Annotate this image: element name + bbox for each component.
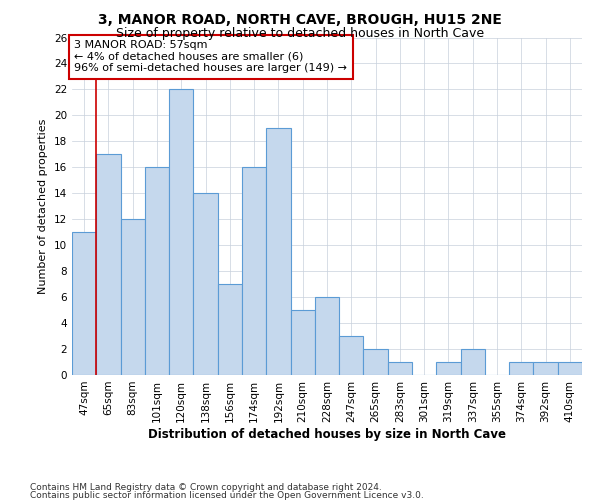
Bar [169,90,193,375]
Bar [193,194,218,375]
Bar [96,154,121,375]
Bar [436,362,461,375]
X-axis label: Distribution of detached houses by size in North Cave: Distribution of detached houses by size … [148,428,506,440]
Bar [145,168,169,375]
Bar [121,219,145,375]
Bar [218,284,242,375]
Bar [364,349,388,375]
Text: Size of property relative to detached houses in North Cave: Size of property relative to detached ho… [116,28,484,40]
Bar [558,362,582,375]
Bar [290,310,315,375]
Bar [242,168,266,375]
Text: 3 MANOR ROAD: 57sqm
← 4% of detached houses are smaller (6)
96% of semi-detached: 3 MANOR ROAD: 57sqm ← 4% of detached hou… [74,40,347,74]
Bar [509,362,533,375]
Text: Contains public sector information licensed under the Open Government Licence v3: Contains public sector information licen… [30,491,424,500]
Bar [388,362,412,375]
Bar [533,362,558,375]
Bar [72,232,96,375]
Bar [461,349,485,375]
Bar [315,297,339,375]
Bar [339,336,364,375]
Text: Contains HM Land Registry data © Crown copyright and database right 2024.: Contains HM Land Registry data © Crown c… [30,482,382,492]
Y-axis label: Number of detached properties: Number of detached properties [38,118,49,294]
Bar [266,128,290,375]
Text: 3, MANOR ROAD, NORTH CAVE, BROUGH, HU15 2NE: 3, MANOR ROAD, NORTH CAVE, BROUGH, HU15 … [98,12,502,26]
